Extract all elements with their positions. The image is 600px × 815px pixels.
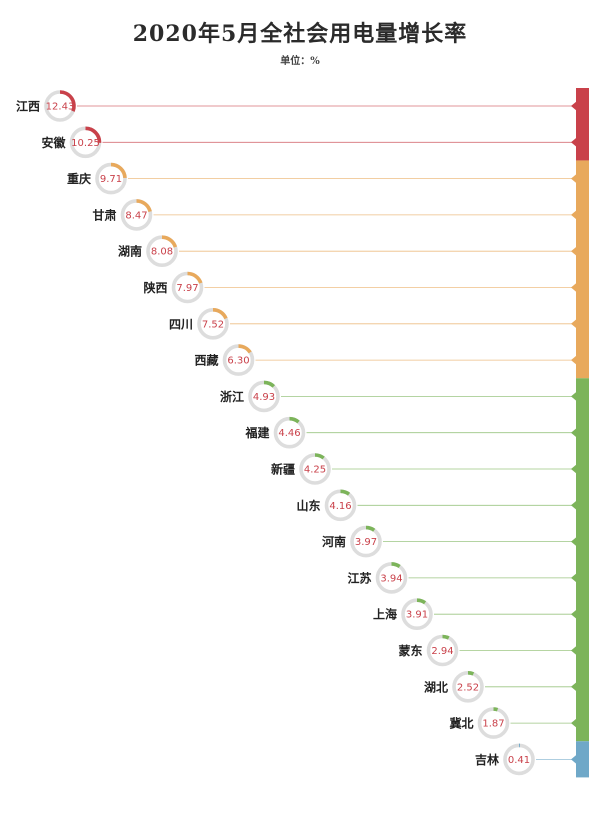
value-arc xyxy=(238,344,252,354)
province-label: 江西 xyxy=(16,99,40,114)
value-label: 4.93 xyxy=(253,392,275,403)
connector-notch xyxy=(571,500,577,511)
connector-notch xyxy=(571,137,577,148)
value-label: 4.25 xyxy=(304,465,326,476)
connector-notch xyxy=(571,246,577,257)
value-label: 3.97 xyxy=(355,537,377,548)
value-arc xyxy=(442,634,450,640)
connector-notch xyxy=(571,173,577,184)
province-label: 重庆 xyxy=(67,171,91,186)
value-arc xyxy=(314,453,325,460)
value-arc xyxy=(110,162,127,179)
value-arc xyxy=(340,489,351,496)
connector-notch xyxy=(571,318,577,329)
value-arc xyxy=(365,525,376,532)
province-label: 冀北 xyxy=(449,716,473,731)
value-label: 8.08 xyxy=(151,247,173,258)
province-label: 河南 xyxy=(321,534,346,549)
province-label: 西藏 xyxy=(194,353,218,368)
group-bar-0 xyxy=(576,88,589,161)
province-label: 甘肃 xyxy=(92,207,116,222)
value-label: 4.46 xyxy=(278,428,300,439)
value-arc xyxy=(161,235,178,248)
connector-notch xyxy=(571,209,577,220)
province-label: 陕西 xyxy=(143,280,167,295)
value-label: 2.94 xyxy=(431,646,453,657)
connector-notch xyxy=(571,572,577,583)
value-label: 2.52 xyxy=(457,682,479,693)
value-label: 12.43 xyxy=(46,102,75,113)
group-bar-3 xyxy=(576,741,589,778)
value-label: 7.52 xyxy=(202,319,224,330)
connector-notch xyxy=(571,464,577,474)
value-label: 1.87 xyxy=(482,719,504,730)
province-label: 四川 xyxy=(169,317,193,331)
province-label: 湖南 xyxy=(118,244,142,259)
province-label: 福建 xyxy=(244,425,270,440)
connector-notch xyxy=(571,645,577,656)
value-arc xyxy=(59,90,76,112)
value-arc xyxy=(85,126,102,143)
province-label: 浙江 xyxy=(220,389,244,404)
connector-notch xyxy=(571,282,577,293)
connector-notch xyxy=(571,718,577,729)
value-arc xyxy=(212,308,228,320)
unit-label: 单位：% xyxy=(280,56,320,67)
province-label: 安徽 xyxy=(41,135,66,150)
connector-notch xyxy=(571,355,577,366)
province-label: 湖北 xyxy=(424,679,448,694)
value-arc xyxy=(493,707,499,712)
value-label: 7.97 xyxy=(176,283,198,294)
connector-notch xyxy=(571,101,577,111)
value-label: 0.41 xyxy=(508,755,530,766)
value-arc xyxy=(391,562,401,569)
province-label: 吉林 xyxy=(475,752,499,767)
value-arc xyxy=(187,271,203,284)
chart-title: 2020年5月全社会用电量增长率 xyxy=(132,21,468,47)
connector-notch xyxy=(571,391,577,402)
value-arc xyxy=(289,416,300,424)
value-label: 10.25 xyxy=(71,138,100,149)
value-label: 4.16 xyxy=(329,501,351,512)
value-arc xyxy=(263,380,276,388)
connector-notch xyxy=(571,536,577,547)
connector-notch xyxy=(571,609,577,620)
connector-notch xyxy=(571,681,577,692)
value-label: 3.94 xyxy=(380,573,402,584)
province-label: 江苏 xyxy=(347,570,371,585)
province-label: 上海 xyxy=(373,607,397,622)
value-arc xyxy=(467,670,475,676)
value-arc xyxy=(136,199,152,213)
group-bar-2 xyxy=(576,378,589,742)
province-label: 新疆 xyxy=(271,462,295,477)
group-bar-1 xyxy=(576,160,589,379)
connector-notch xyxy=(571,754,577,765)
connector-notch xyxy=(571,427,577,438)
province-label: 蒙东 xyxy=(398,643,422,658)
value-label: 8.47 xyxy=(125,210,147,221)
value-arc xyxy=(416,598,427,605)
value-label: 3.91 xyxy=(406,610,428,621)
province-label: 山东 xyxy=(296,498,320,513)
value-label: 9.71 xyxy=(100,174,122,185)
value-label: 6.30 xyxy=(227,356,249,367)
